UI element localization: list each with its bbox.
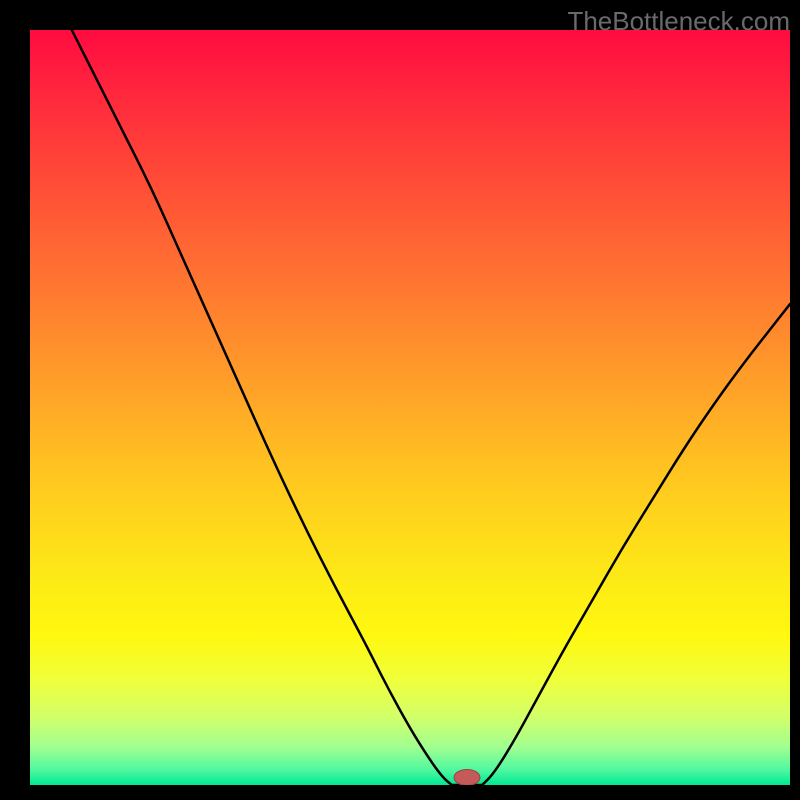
plot-area [30,30,790,785]
chart-container: TheBottleneck.com [0,0,800,800]
watermark-text: TheBottleneck.com [567,6,790,37]
gradient-background [30,30,790,785]
optimal-point-marker [454,769,480,785]
chart-svg [30,30,790,785]
